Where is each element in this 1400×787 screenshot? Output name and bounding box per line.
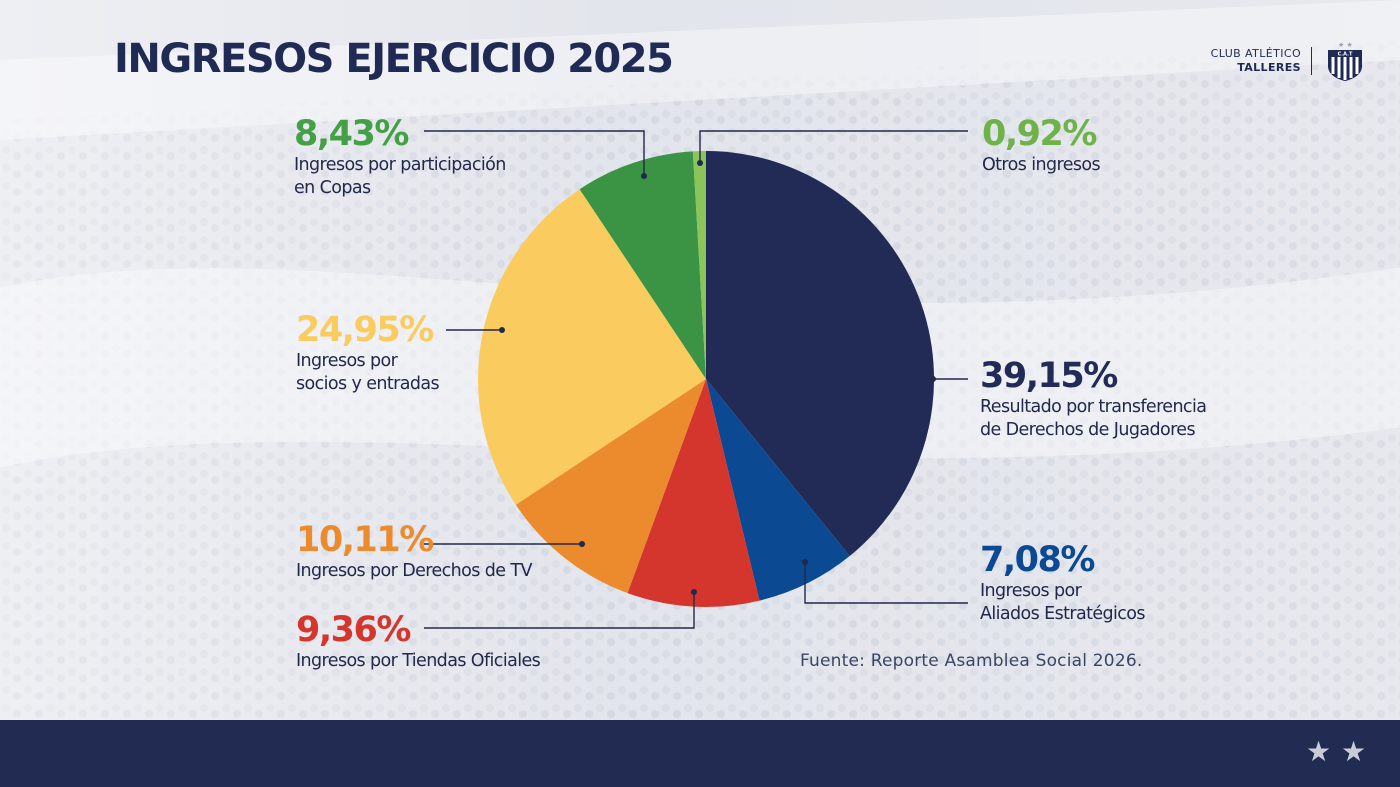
leader-dot-otros [697, 160, 703, 166]
leader-line-otros [699, 130, 968, 163]
slice-label-line: Otros ingresos [982, 155, 1101, 175]
slice-percent-copas: 8,43% [294, 114, 409, 154]
data-label-aliados: 7,08% Ingresos por Aliados Estratégicos [980, 540, 1146, 626]
leader-dot-copas [641, 173, 647, 179]
pie-slice-copas [579, 151, 706, 379]
leader-dot-aliados [802, 559, 808, 565]
slice-percent-aliados: 7,08% [980, 540, 1095, 580]
svg-text:★ ★: ★ ★ [1338, 41, 1353, 49]
brand-name: CLUB ATLÉTICO TALLERES [1211, 47, 1312, 75]
slice-label-line: socios y entradas [296, 374, 440, 394]
data-label-socios: 24,95% Ingresos por socios y entradas [296, 310, 440, 396]
club-brand: CLUB ATLÉTICO TALLERES ★ ★ C.A.T [1211, 40, 1366, 82]
leader-line-aliados [804, 562, 968, 604]
slice-percent-tiendas: 9,36% [296, 610, 411, 650]
slice-label-tv: Ingresos por Derechos de TV [296, 560, 532, 583]
slice-percent-socios: 24,95% [296, 310, 434, 350]
slice-label-line: en Copas [294, 178, 371, 198]
page-title: INGRESOS EJERCICIO 2025 [114, 36, 674, 82]
slice-label-tiendas: Ingresos por Tiendas Oficiales [296, 650, 541, 673]
footer-star-icon: ★ [1306, 735, 1332, 768]
slice-label-line: Aliados Estratégicos [980, 604, 1146, 624]
slice-label-line: Ingresos por Tiendas Oficiales [296, 651, 541, 671]
pie-slice-socios [478, 189, 706, 505]
leader-line-copas [424, 130, 645, 176]
slice-label-line: Ingresos por [296, 351, 398, 371]
slice-label-line: Ingresos por participación [294, 155, 506, 175]
pie-slice-jugadores [706, 151, 935, 557]
pie-slice-tv [515, 379, 706, 594]
leader-dot-jugadores [930, 376, 936, 382]
slice-label-copas: Ingresos por participación en Copas [294, 154, 506, 200]
footer-bar [0, 720, 1400, 787]
data-label-tiendas: 9,36% Ingresos por Tiendas Oficiales [296, 610, 541, 673]
slice-percent-tv: 10,11% [296, 520, 434, 560]
leader-dot-tiendas [691, 589, 697, 595]
pie-slice-tiendas [627, 379, 760, 607]
svg-text:C.A.T: C.A.T [1338, 52, 1353, 58]
pie-slice-aliados [706, 379, 850, 601]
slice-label-line: Ingresos por Derechos de TV [296, 561, 532, 581]
slice-label-line: de Derechos de Jugadores [980, 420, 1196, 440]
brand-line-2: TALLERES [1237, 61, 1301, 74]
leader-line-tiendas [424, 592, 695, 629]
brand-line-1: CLUB ATLÉTICO [1210, 47, 1301, 60]
slice-percent-jugadores: 39,15% [980, 356, 1118, 396]
leader-dot-tv [579, 541, 585, 547]
slice-label-line: Ingresos por [980, 581, 1082, 601]
data-label-copas: 8,43% Ingresos por participación en Copas [294, 114, 506, 200]
pie-slice-otros [692, 151, 706, 379]
leader-dot-socios [499, 327, 505, 333]
footer-star-icon: ★ [1341, 735, 1367, 768]
slice-label-aliados: Ingresos por Aliados Estratégicos [980, 580, 1146, 626]
data-label-tv: 10,11% Ingresos por Derechos de TV [296, 520, 532, 583]
slice-percent-otros: 0,92% [982, 114, 1097, 154]
slice-label-jugadores: Resultado por transferencia de Derechos d… [980, 396, 1207, 442]
revenue-pie-chart [424, 130, 968, 629]
source-note: Fuente: Reporte Asamblea Social 2026. [800, 651, 1143, 671]
data-label-jugadores: 39,15% Resultado por transferencia de Dere… [980, 356, 1207, 442]
data-label-otros: 0,92% Otros ingresos [982, 114, 1101, 177]
club-crest-icon: ★ ★ C.A.T [1328, 41, 1362, 81]
slice-label-otros: Otros ingresos [982, 154, 1101, 177]
slice-label-socios: Ingresos por socios y entradas [296, 350, 440, 396]
slice-label-line: Resultado por transferencia [980, 397, 1207, 417]
